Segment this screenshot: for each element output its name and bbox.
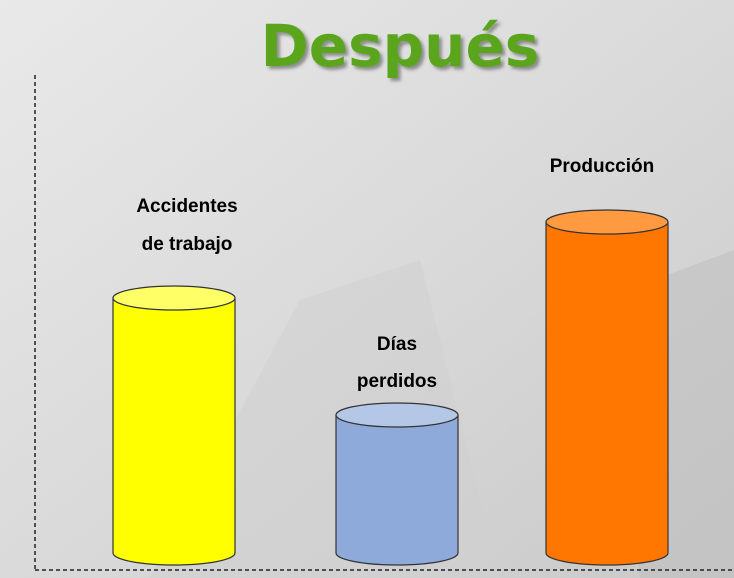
cylinder [113,286,235,565]
label: perdidos [357,371,437,392]
label: Días [377,334,417,355]
slide: Después Accidentes de trabajo Días perdi… [0,0,734,578]
title: Después [261,12,540,80]
cylinder [546,210,668,565]
cylinder [336,403,458,565]
label: de trabajo [142,234,233,255]
label: Producción [550,156,655,177]
label: Accidentes [136,196,237,217]
